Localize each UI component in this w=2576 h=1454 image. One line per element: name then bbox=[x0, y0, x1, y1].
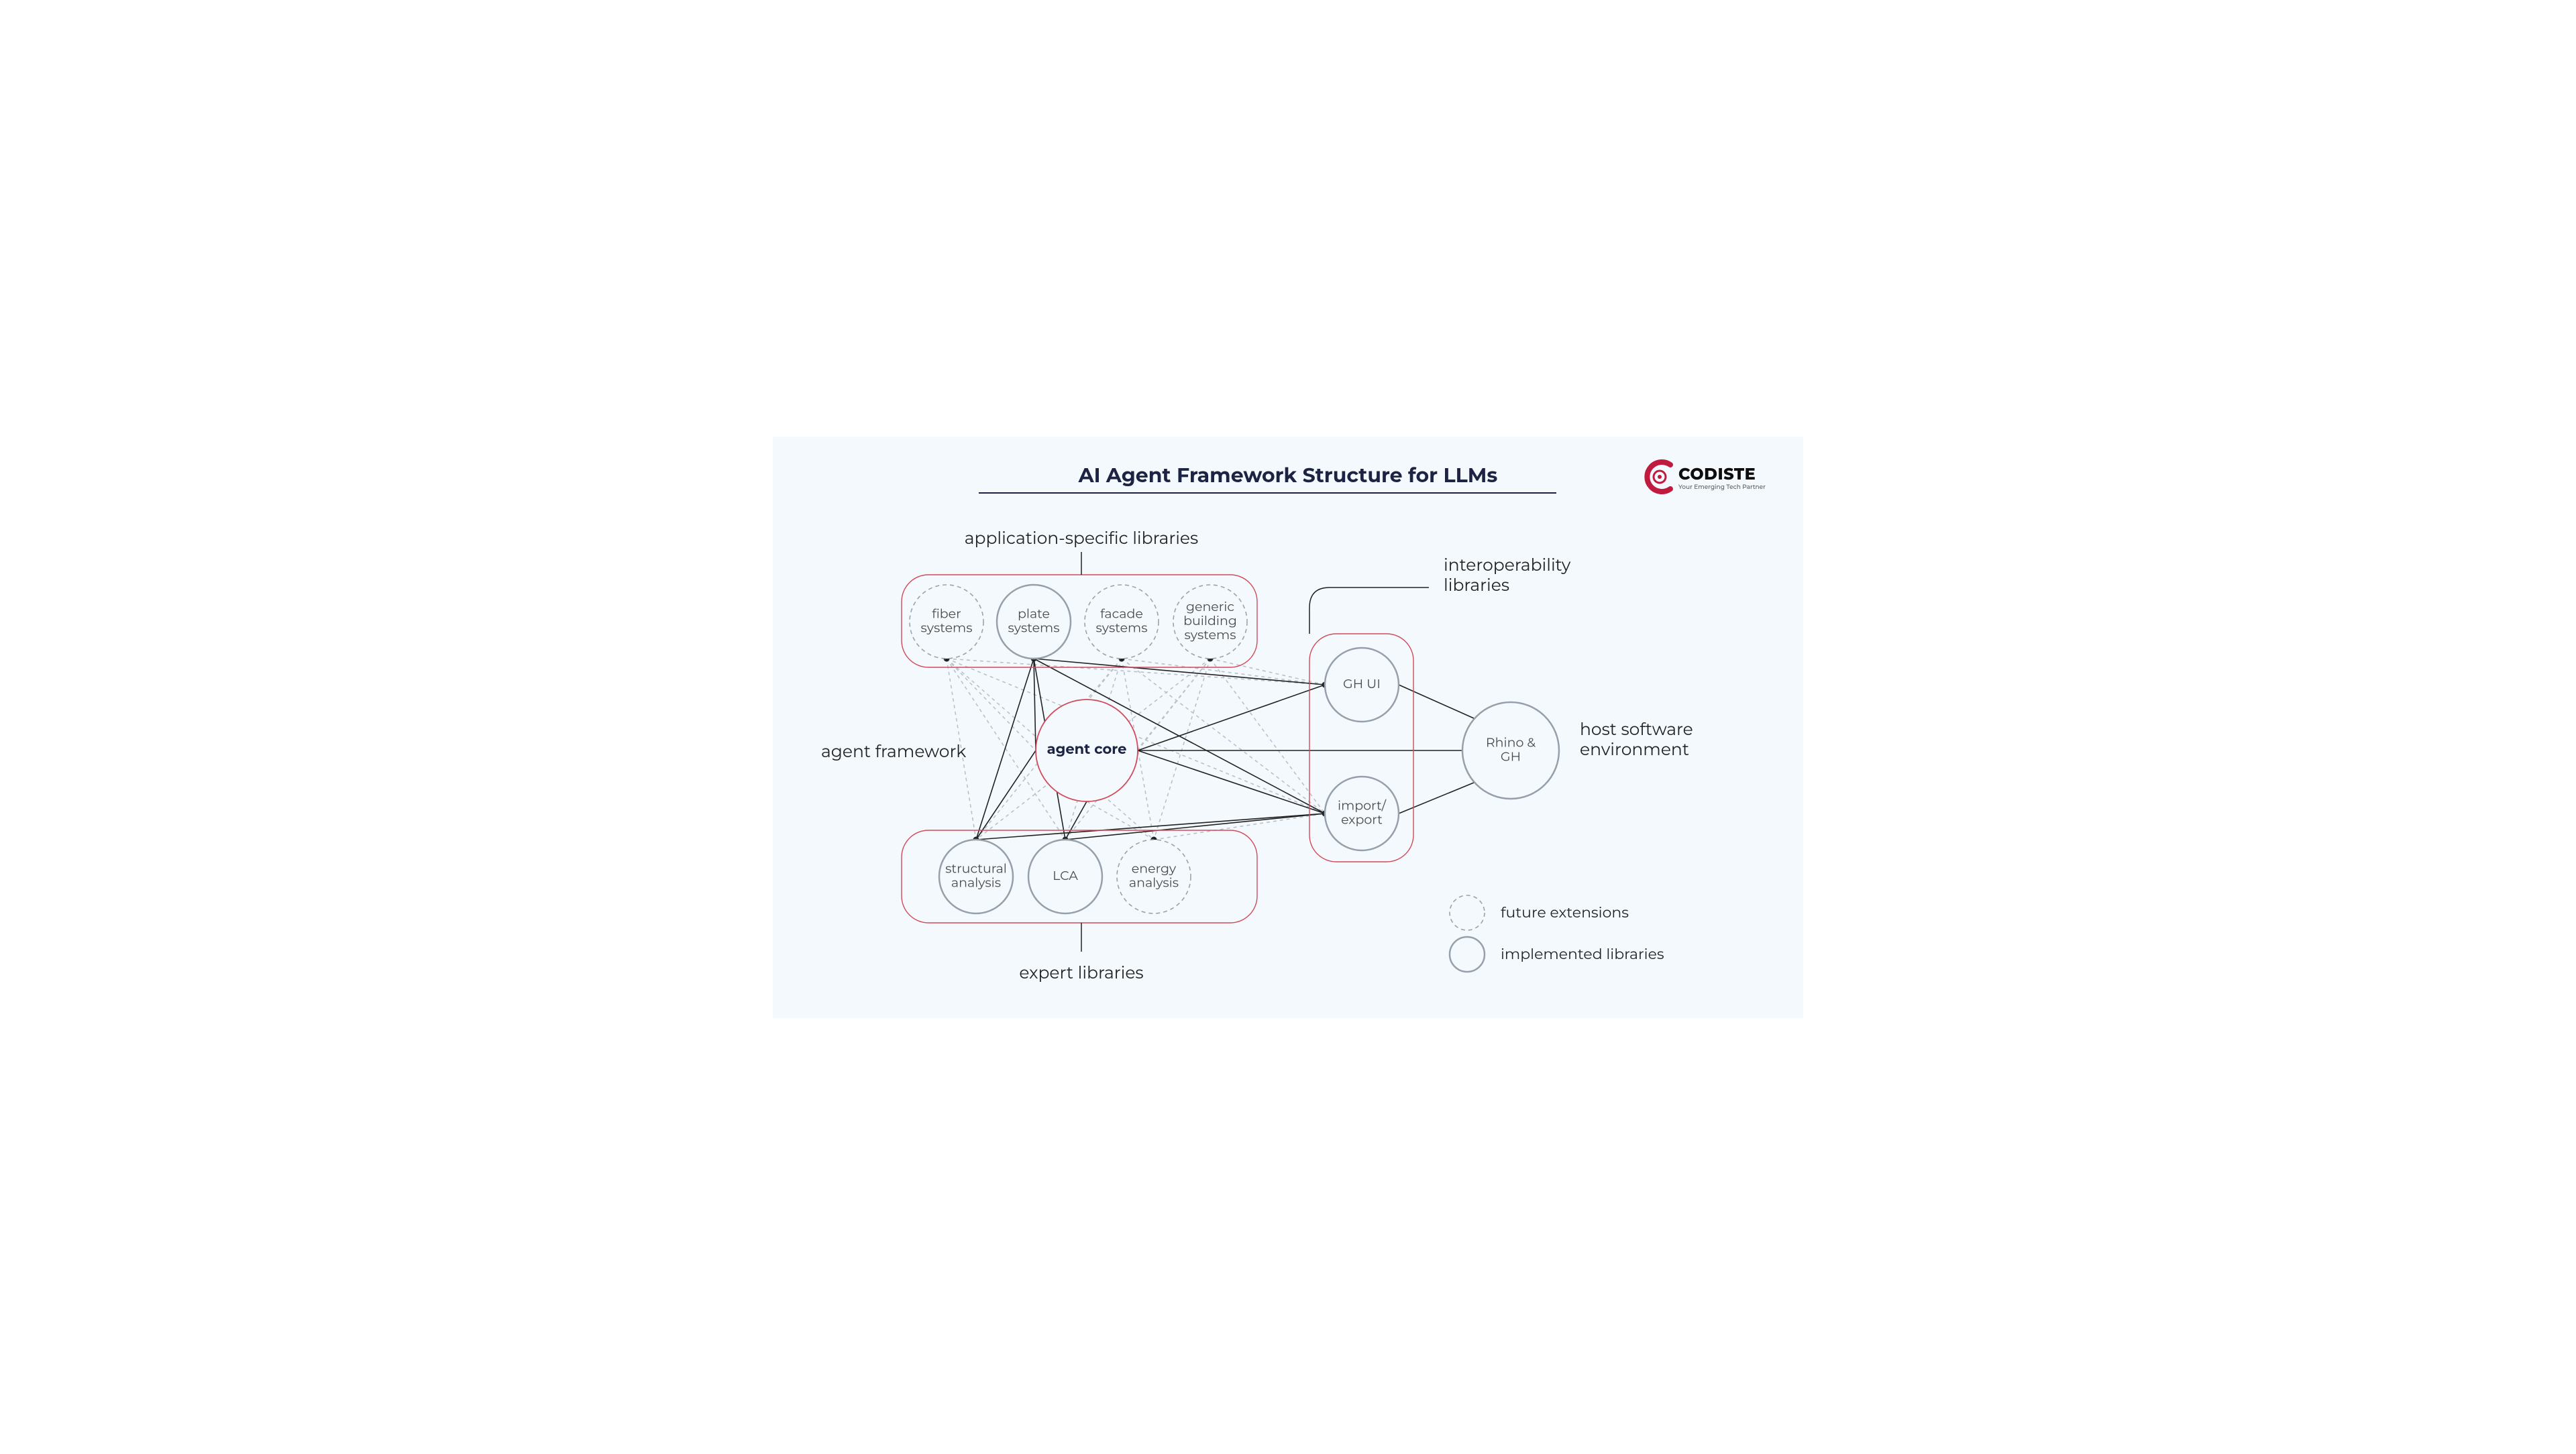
node-label-lca: LCA bbox=[1053, 868, 1078, 883]
node-label-structural: structuralanalysis bbox=[945, 860, 1007, 890]
node-label-generic: genericbuildingsystems bbox=[1183, 599, 1237, 642]
node-label-impexp: import/export bbox=[1338, 797, 1387, 827]
label-framework: agent framework bbox=[821, 742, 966, 762]
node-label-core: agent core bbox=[1047, 741, 1127, 758]
logo-brand: CODISTE bbox=[1678, 465, 1756, 484]
logo-tagline: Your Emerging Tech Partner bbox=[1678, 484, 1766, 491]
node-label-facade: facadesystems bbox=[1096, 606, 1148, 635]
label-host: host softwareenvironment bbox=[1580, 720, 1693, 760]
legend-label-dashed: future extensions bbox=[1501, 903, 1629, 921]
diagram-canvas: CODISTEYour Emerging Tech Partner AI Agen… bbox=[773, 437, 1803, 1018]
page-title: AI Agent Framework Structure for LLMs bbox=[1078, 463, 1498, 488]
label-app-specific: application-specific libraries bbox=[965, 528, 1198, 549]
legend-label-solid: implemented libraries bbox=[1501, 945, 1664, 963]
node-label-ghui: GH UI bbox=[1343, 676, 1381, 691]
node-label-energy: energyanalysis bbox=[1129, 860, 1179, 890]
label-expert: expert libraries bbox=[1019, 963, 1143, 983]
